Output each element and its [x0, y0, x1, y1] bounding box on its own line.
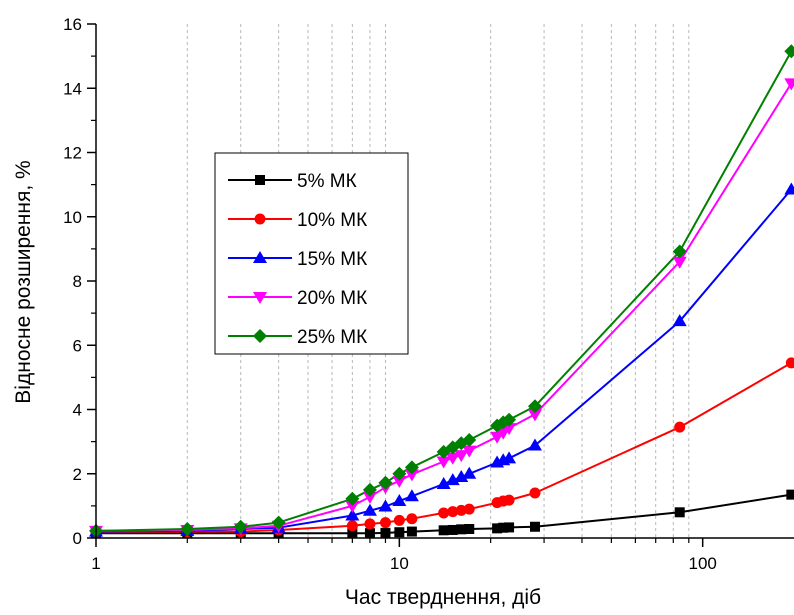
axes	[87, 23, 794, 547]
data-point	[445, 452, 460, 465]
tick-labels: 0 2 4 6 8 10 12 14 16 1 10 100	[63, 15, 717, 573]
data-point	[380, 527, 391, 538]
data-point	[784, 44, 794, 59]
y-tick-label: 4	[73, 401, 82, 420]
data-point	[180, 522, 195, 537]
data-point	[674, 507, 685, 518]
data-point	[406, 513, 418, 525]
data-point	[463, 503, 475, 515]
data-point	[378, 499, 393, 512]
data-point	[502, 451, 517, 464]
data-point	[392, 494, 407, 507]
y-tick-label: 6	[73, 336, 82, 355]
y-tick-label: 2	[73, 465, 82, 484]
data-point	[345, 508, 360, 521]
x-tick-label: 1	[91, 554, 100, 573]
data-point	[392, 466, 407, 481]
data-point	[784, 78, 794, 91]
data-point	[447, 524, 458, 535]
data-point	[529, 521, 540, 532]
data-point	[784, 182, 794, 195]
data-point	[785, 357, 794, 369]
data-point	[462, 466, 477, 479]
data-point	[404, 469, 419, 482]
data-point	[438, 525, 449, 536]
data-point	[346, 520, 358, 532]
data-point	[345, 500, 360, 513]
data-point	[527, 409, 542, 422]
y-tick-label: 8	[73, 272, 82, 291]
data-point	[436, 477, 451, 490]
legend-label: 5% МК	[297, 171, 357, 192]
legend-box	[214, 152, 409, 355]
data-point	[233, 519, 248, 534]
data-point	[454, 450, 469, 463]
data-point	[345, 491, 360, 506]
data-point	[447, 506, 459, 518]
data-point	[504, 522, 515, 533]
data-point	[786, 489, 794, 500]
legend-label: 20% МК	[297, 288, 367, 309]
data-point	[498, 522, 509, 533]
data-point	[492, 523, 503, 534]
y-axis-title: Відносне розширення, %	[12, 160, 35, 403]
legend-marker	[253, 251, 267, 263]
legend: 5% МК 10% МК 15% МК 20% МК 25% МК	[214, 152, 409, 355]
data-point	[392, 475, 407, 488]
legend-marker	[255, 175, 265, 185]
data-point	[672, 244, 687, 259]
y-tick-label: 10	[63, 208, 82, 227]
data-point	[364, 528, 375, 539]
data-point	[527, 438, 542, 451]
data-point	[362, 491, 377, 504]
legend-label: 15% МК	[297, 249, 367, 270]
data-point	[436, 456, 451, 469]
x-tick-label: 10	[390, 554, 409, 573]
x-tick-label: 100	[688, 554, 716, 573]
data-point	[503, 494, 515, 506]
y-tick-label: 0	[73, 529, 82, 548]
data-point	[406, 526, 417, 537]
data-point	[464, 524, 475, 535]
y-tick-label: 16	[63, 15, 82, 34]
grid	[186, 24, 690, 538]
y-tick-label: 12	[63, 144, 82, 163]
data-point	[393, 514, 405, 526]
legend-label: 25% МК	[297, 327, 367, 348]
series-markers	[89, 44, 794, 539]
data-point	[362, 503, 377, 516]
data-point	[674, 421, 686, 433]
data-point	[456, 524, 467, 535]
data-point	[362, 482, 377, 497]
data-point	[271, 515, 286, 530]
data-point	[364, 518, 376, 530]
data-point	[502, 412, 517, 427]
data-point	[462, 433, 477, 448]
data-point	[347, 528, 358, 539]
data-point	[454, 469, 469, 482]
data-point	[445, 473, 460, 486]
data-point	[527, 399, 542, 414]
data-point	[672, 256, 687, 269]
legend-label: 10% МК	[297, 210, 367, 231]
legend-marker	[253, 292, 267, 304]
data-point	[378, 475, 393, 490]
data-point	[529, 487, 541, 499]
data-point	[462, 445, 477, 458]
legend-marker	[253, 329, 267, 343]
x-axis-title: Час тверднення, діб	[345, 586, 541, 609]
data-point	[379, 517, 391, 529]
data-point	[672, 314, 687, 327]
data-point	[394, 527, 405, 538]
data-point	[404, 489, 419, 502]
legend-marker	[254, 213, 266, 225]
y-tick-label: 14	[63, 79, 82, 98]
data-point	[438, 507, 450, 519]
data-point	[404, 460, 419, 475]
